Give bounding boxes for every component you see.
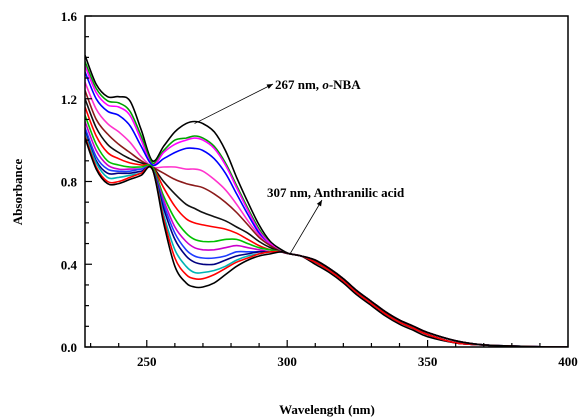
x-tick-label: 300 xyxy=(277,354,297,369)
ticks-layer: 250 300 350 400 0.0 0.4 0.8 1.2 1.6 xyxy=(61,9,578,369)
series-line-1 xyxy=(85,55,568,347)
series-line-15 xyxy=(85,137,568,347)
series-line-13 xyxy=(85,133,568,347)
series-layer xyxy=(85,55,568,347)
annotations-layer: 267 nm, o-NBA 307 nm, Anthranilic acid xyxy=(194,77,405,255)
series-line-10 xyxy=(85,121,568,347)
series-line-9 xyxy=(85,115,568,347)
x-tick-label: 350 xyxy=(418,354,438,369)
y-tick-label: 1.6 xyxy=(61,9,78,24)
annotation-arrowhead-2 xyxy=(316,200,322,207)
y-axis-label: Absorbance xyxy=(10,159,25,226)
annotation-arrow-line-2 xyxy=(289,199,323,255)
y-tick-label: 1.2 xyxy=(61,92,77,107)
annotation-arrow-line-1 xyxy=(194,83,274,124)
y-tick-label: 0.8 xyxy=(61,175,78,190)
annotation-label-1: 267 nm, o-NBA xyxy=(275,77,361,92)
y-tick-label: 0.4 xyxy=(61,257,78,272)
series-line-6 xyxy=(85,90,568,347)
x-tick-label: 400 xyxy=(558,354,578,369)
series-line-4 xyxy=(85,71,568,347)
x-axis-label: Wavelength (nm) xyxy=(279,402,375,417)
series-line-8 xyxy=(85,106,568,347)
x-tick-label: 250 xyxy=(137,354,157,369)
series-line-5 xyxy=(85,81,568,347)
y-tick-label: 0.0 xyxy=(61,340,77,355)
annotation-arrowhead-1 xyxy=(266,84,273,89)
annotation-label-2: 307 nm, Anthranilic acid xyxy=(267,185,405,200)
series-line-3 xyxy=(85,65,568,347)
series-line-2 xyxy=(85,61,568,347)
series-line-7 xyxy=(85,98,568,347)
